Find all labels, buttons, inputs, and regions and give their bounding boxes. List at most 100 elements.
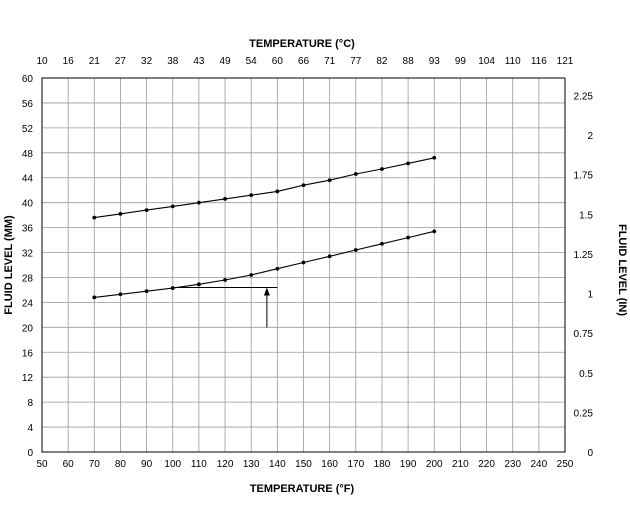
x2-tick-label: 27 bbox=[115, 56, 127, 67]
y2-tick-label: 0.5 bbox=[579, 369, 593, 380]
data-point bbox=[249, 273, 254, 277]
x2-tick-label: 71 bbox=[324, 56, 336, 67]
data-point bbox=[380, 241, 384, 246]
y2-tick-label: 2.25 bbox=[574, 91, 594, 102]
series-group bbox=[92, 155, 437, 300]
data-point bbox=[275, 266, 280, 271]
series-line-1 bbox=[94, 157, 435, 219]
x2-tick-label: 66 bbox=[298, 56, 310, 67]
y-tick-label: 56 bbox=[22, 99, 34, 110]
y-tick-label: 28 bbox=[22, 273, 34, 284]
data-point bbox=[353, 172, 358, 176]
y2-tick-label: 0.75 bbox=[574, 329, 594, 340]
x-tick-label: 80 bbox=[115, 459, 127, 470]
x2-tick-label: 49 bbox=[219, 56, 231, 67]
x-tick-label: 170 bbox=[347, 459, 364, 470]
data-point bbox=[92, 295, 97, 300]
y-tick-label: 12 bbox=[22, 373, 34, 384]
data-point bbox=[144, 289, 149, 294]
y-tick-label: 24 bbox=[22, 298, 34, 309]
x-tick-label: 240 bbox=[531, 459, 548, 470]
data-point bbox=[170, 204, 175, 209]
x2-tick-label: 16 bbox=[63, 56, 75, 67]
data-point bbox=[406, 161, 410, 166]
x2-tick-label: 82 bbox=[376, 56, 388, 67]
data-point bbox=[353, 248, 358, 252]
annotation-arrow-head bbox=[263, 287, 270, 296]
y2-tick-label: 1.5 bbox=[579, 210, 593, 221]
grid bbox=[41, 77, 566, 453]
y-axis-title: FLUID LEVEL (MM) bbox=[3, 215, 15, 315]
data-point bbox=[92, 215, 97, 220]
data-point bbox=[432, 155, 437, 160]
x2-axis-title: TEMPERATURE (°C) bbox=[249, 38, 355, 50]
y2-tick-label: 2 bbox=[587, 131, 593, 142]
y-tick-label: 44 bbox=[22, 174, 34, 185]
x2-tick-label: 38 bbox=[167, 56, 179, 67]
y-tick-label: 60 bbox=[22, 74, 34, 85]
plot-frame bbox=[41, 77, 566, 453]
data-point bbox=[249, 193, 254, 198]
x-tick-label: 200 bbox=[426, 459, 443, 470]
data-point bbox=[432, 229, 437, 234]
y-tick-label: 52 bbox=[22, 124, 34, 135]
x-tick-label: 60 bbox=[63, 459, 75, 470]
x-axis-title: TEMPERATURE (°F) bbox=[250, 483, 355, 495]
data-point bbox=[380, 167, 384, 171]
annotation bbox=[172, 286, 278, 328]
x-tick-label: 90 bbox=[141, 459, 153, 470]
x-tick-label: 160 bbox=[321, 459, 338, 470]
x2-tick-label: 116 bbox=[531, 56, 547, 67]
x2-tick-label: 110 bbox=[505, 56, 521, 67]
data-point bbox=[275, 189, 280, 194]
x-tick-label: 190 bbox=[400, 459, 417, 470]
data-point bbox=[197, 200, 201, 205]
x-tick-label: 50 bbox=[36, 459, 48, 470]
data-point bbox=[118, 211, 123, 216]
y-tick-label: 36 bbox=[22, 224, 34, 235]
y-tick-label: 8 bbox=[27, 398, 33, 409]
y-tick-label: 16 bbox=[22, 348, 34, 359]
data-point bbox=[170, 286, 175, 290]
y2-tick-label: 0 bbox=[587, 448, 593, 459]
x2-tick-label: 21 bbox=[89, 56, 101, 67]
x-tick-label: 150 bbox=[295, 459, 312, 470]
data-point bbox=[301, 260, 306, 265]
y-tick-label: 0 bbox=[27, 448, 33, 459]
y-tick-label: 20 bbox=[22, 323, 34, 334]
y2-tick-labels: 0 0.25 0.5 0.75 1 1.25 1.5 1.75 2 2.25 bbox=[574, 91, 594, 459]
y2-axis-title: FLUID LEVEL (IN) bbox=[616, 224, 628, 316]
y2-tick-label: 1.25 bbox=[574, 250, 594, 261]
y-tick-label: 32 bbox=[22, 249, 34, 260]
x-tick-label: 140 bbox=[269, 459, 286, 470]
x-tick-label: 180 bbox=[374, 459, 391, 470]
x2-tick-label: 43 bbox=[193, 56, 205, 67]
x-tick-label: 110 bbox=[191, 459, 207, 470]
x2-tick-label: 60 bbox=[272, 56, 284, 67]
x2-tick-label: 99 bbox=[455, 56, 467, 67]
data-point bbox=[223, 278, 227, 282]
y2-tick-label: 1.75 bbox=[574, 171, 594, 182]
x-tick-label: 100 bbox=[164, 459, 181, 470]
x-tick-labels: 50 60 70 80 90 100 110 120 130 140 150 160 170 180 190… bbox=[36, 459, 573, 470]
x2-tick-label: 32 bbox=[141, 56, 153, 67]
y-tick-label: 40 bbox=[22, 199, 34, 210]
series-line-2 bbox=[94, 230, 435, 298]
x-tick-label: 250 bbox=[557, 459, 574, 470]
x-tick-label: 210 bbox=[452, 459, 469, 470]
y-tick-label: 4 bbox=[27, 423, 33, 434]
x2-tick-label: 77 bbox=[350, 56, 362, 67]
x-tick-label: 120 bbox=[217, 459, 234, 470]
y2-tick-label: 1 bbox=[587, 290, 593, 301]
x-tick-label: 220 bbox=[478, 459, 495, 470]
data-point bbox=[223, 197, 227, 201]
data-point bbox=[327, 178, 332, 183]
x2-tick-labels: 10 16 21 27 32 38 43 49 54 60 66 71 77 82 88 93 99 104 110… bbox=[36, 56, 573, 67]
x2-tick-label: 88 bbox=[403, 56, 415, 67]
x2-tick-label: 104 bbox=[478, 56, 495, 67]
y2-tick-label: 0.25 bbox=[574, 408, 594, 419]
x2-tick-label: 10 bbox=[36, 56, 48, 67]
x-tick-label: 230 bbox=[504, 459, 521, 470]
